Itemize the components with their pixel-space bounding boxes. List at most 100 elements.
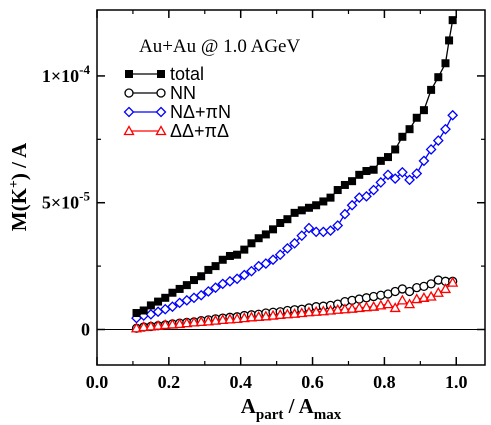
legend-label: NΔ+πN <box>170 102 231 122</box>
data-point <box>346 302 358 313</box>
data-point <box>440 123 451 135</box>
data-point <box>159 319 171 330</box>
data-point <box>418 291 430 302</box>
data-point <box>396 294 408 305</box>
data-point <box>231 273 243 285</box>
legend-item: total <box>125 64 204 84</box>
data-point <box>317 305 329 316</box>
legend-item: NΔ+πN <box>123 102 231 122</box>
data-point <box>231 313 243 324</box>
data-point <box>375 299 387 310</box>
data-point <box>254 234 263 243</box>
data-point <box>197 272 206 281</box>
x-tick-label: 0.8 <box>373 372 396 392</box>
data-point <box>202 286 214 297</box>
data-point <box>355 170 364 179</box>
data-point <box>391 145 400 154</box>
data-point <box>303 306 315 317</box>
data-point <box>310 226 322 238</box>
y-axis-title-pre: M(K <box>7 187 31 231</box>
data-point <box>427 85 436 94</box>
data-point <box>132 309 141 318</box>
data-point <box>154 297 163 306</box>
data-point <box>167 301 178 313</box>
data-point <box>447 276 459 287</box>
data-point <box>312 201 321 210</box>
data-point <box>138 321 150 332</box>
legend-marker <box>124 88 134 98</box>
data-point <box>304 203 313 212</box>
data-point <box>130 322 143 333</box>
data-point <box>204 265 213 274</box>
data-point <box>332 303 344 314</box>
data-point <box>375 177 387 188</box>
x-axis-title-sub1: part <box>256 407 284 423</box>
data-point <box>175 284 184 293</box>
data-point <box>376 156 385 165</box>
data-point <box>290 208 299 217</box>
data-point <box>353 302 365 313</box>
legend-marker <box>123 106 135 118</box>
plot-frame <box>96 9 486 366</box>
data-point <box>382 169 394 181</box>
series-layer <box>130 16 459 333</box>
x-tick-label: 0.2 <box>158 372 181 392</box>
data-point <box>368 300 380 311</box>
data-point <box>434 73 443 82</box>
data-point <box>411 293 423 304</box>
data-point <box>289 237 301 249</box>
data-point <box>439 283 452 294</box>
y-axis: 0 5×10-5 1×10-4 <box>42 62 485 340</box>
data-point <box>225 251 234 260</box>
x-tick-label: 0.6 <box>301 372 324 392</box>
legend-item: NN <box>124 83 196 103</box>
data-point <box>168 288 177 297</box>
x-axis-title: Apart / Amax <box>241 394 342 423</box>
data-point <box>224 313 236 324</box>
data-point <box>389 302 401 313</box>
data-point <box>238 269 250 281</box>
data-point <box>166 318 179 329</box>
x-axis-title-mid: / A <box>283 394 314 418</box>
data-point <box>246 265 257 277</box>
data-point <box>139 306 148 315</box>
data-point <box>202 315 214 326</box>
data-point <box>369 165 378 174</box>
data-point <box>281 242 293 254</box>
data-point <box>190 276 198 285</box>
data-point <box>340 180 349 189</box>
y-axis-title-sup: + <box>7 180 22 188</box>
data-point <box>447 109 459 121</box>
legend-marker <box>123 125 135 136</box>
series-group <box>132 16 457 318</box>
data-point <box>146 301 155 310</box>
data-point <box>253 310 265 321</box>
data-point <box>368 184 380 196</box>
legend-marker <box>125 70 133 78</box>
x-tick-label: 0.0 <box>86 372 109 392</box>
data-point <box>188 316 200 327</box>
data-point <box>288 307 301 318</box>
x-axis-title-sub2: max <box>314 407 342 423</box>
y-tick-label: 0 <box>81 320 90 340</box>
legend-label: total <box>170 64 204 84</box>
data-point <box>324 304 337 315</box>
data-point <box>339 208 351 220</box>
data-point <box>361 190 372 202</box>
legend-marker <box>157 70 165 78</box>
data-point <box>174 318 186 329</box>
data-point <box>404 174 415 186</box>
data-point <box>412 113 421 122</box>
y-tick-label: 5×10-5 <box>42 189 91 213</box>
data-point <box>326 193 335 202</box>
data-point <box>238 312 250 323</box>
y-axis-title: M(K+) / A <box>7 142 31 231</box>
x-tick-label: 0.4 <box>229 372 252 392</box>
data-point <box>161 293 170 302</box>
data-point <box>303 222 315 234</box>
data-point <box>448 16 457 25</box>
data-point <box>260 310 272 321</box>
data-point <box>296 230 308 242</box>
